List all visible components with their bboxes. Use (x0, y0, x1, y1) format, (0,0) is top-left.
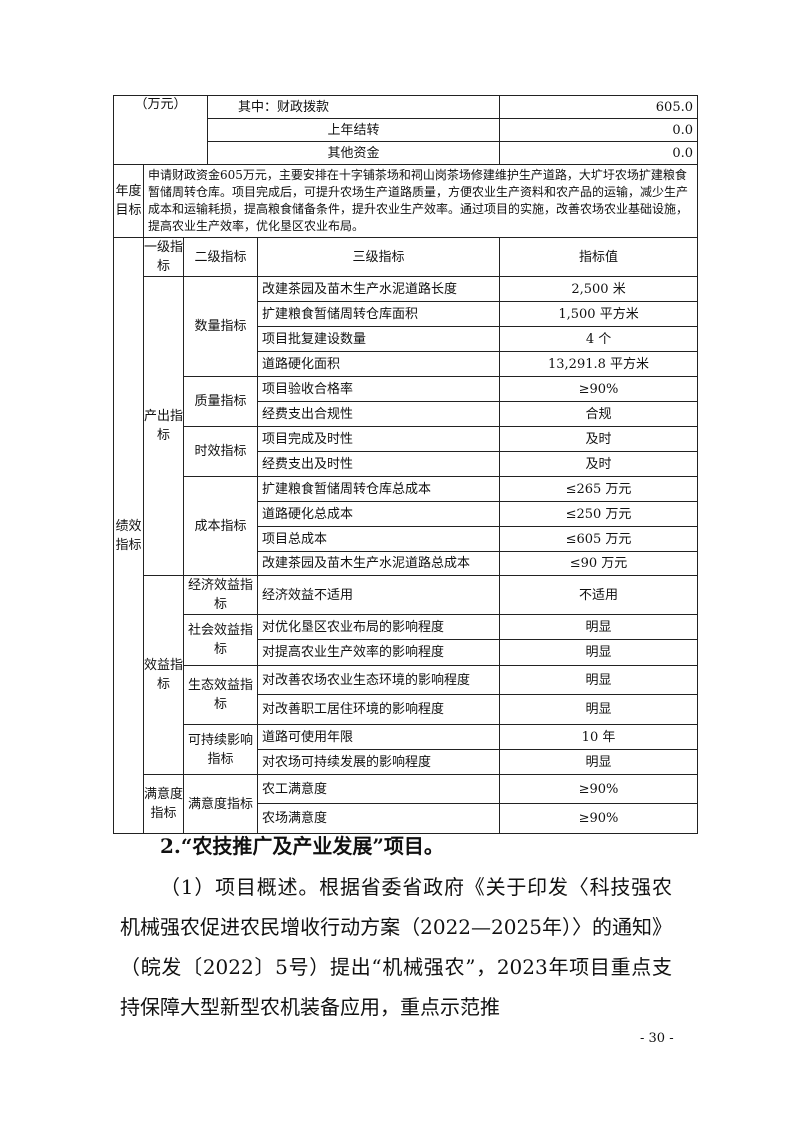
table-row: 产出指标 数量指标 改建茶园及苗木生产水泥道路长度 2,500 米 (114, 276, 699, 576)
indicator-value: ≤265 万元 (498, 476, 699, 502)
level3-indicator: 扩建粮食暂储周转仓库面积 (257, 301, 500, 327)
section-heading: 2.“农技推广及产业发展”项目。 (160, 834, 444, 858)
level3-indicator: 对优化垦区农业布局的影响程度 (257, 614, 500, 640)
table-row: 质量指标 项目验收合格率 ≥90% (114, 376, 699, 427)
table-row: 对农场可持续发展的影响程度 明显 (114, 749, 699, 775)
indicator-value: ≥90% (498, 376, 699, 402)
annual-goal-text: 申请财政资金605万元，主要安排在十字铺茶场和祠山岗茶场修建维护生产道路，大圹圩… (142, 164, 699, 238)
table-row: 道路硬化面积 13,291.8 平方米 (114, 351, 699, 377)
table-row: 对提高农业生产效率的影响程度 明显 (114, 639, 699, 666)
level3-indicator: 道路可使用年限 (257, 724, 500, 750)
indicator-value: 明显 (498, 694, 699, 725)
performance-indicators-label: 绩效指标 (113, 237, 144, 834)
level3-indicator: 经费支出及时性 (257, 451, 500, 477)
level2-indicator: 经济效益指标 (183, 575, 258, 615)
table-row: 可持续影响指标 道路可使用年限 10 年 (114, 724, 699, 775)
level3-indicator: 对农场可持续发展的影响程度 (257, 749, 500, 775)
level2-indicator: 生态效益指标 (183, 665, 258, 725)
indicator-value: 1,500 平方米 (498, 301, 699, 327)
indicator-value: 10 年 (498, 724, 699, 750)
level3-indicator: 经费支出合规性 (257, 401, 500, 427)
budget-label: 其他资金 (207, 141, 500, 165)
level3-indicator: 道路硬化面积 (257, 351, 500, 377)
indicator-value: 明显 (498, 665, 699, 695)
table-row: 社会效益指标 对优化垦区农业布局的影响程度 明显 (114, 614, 699, 666)
budget-value: 0.0 (499, 118, 698, 142)
indicator-value: ≤90 万元 (498, 551, 699, 576)
indicator-value: 2,500 米 (498, 276, 699, 302)
header-level3: 三级指标 (257, 237, 500, 277)
header-row: 绩效指标 一级指标 二级指标 三级指标 指标值 (113, 237, 699, 834)
level1-indicator: 效益指标 (143, 575, 184, 775)
annual-goal-label: 年度目标 (113, 164, 144, 238)
level3-indicator: 项目批复建设数量 (257, 326, 500, 352)
header-level1: 一级指标 (143, 237, 184, 277)
level3-indicator: 农场满意度 (257, 803, 500, 834)
level3-indicator: 农工满意度 (257, 774, 500, 804)
table-row: 经费支出及时性 及时 (114, 451, 699, 477)
indicator-value: ≥90% (498, 803, 699, 834)
indicator-value: ≤250 万元 (498, 501, 699, 527)
level3-indicator: 对改善农场农业生态环境的影响程度 (257, 665, 500, 695)
table-row: 对改善职工居住环境的影响程度 明显 (114, 694, 699, 725)
level3-indicator: 扩建粮食暂储周转仓库总成本 (257, 476, 500, 502)
table-row: 生态效益指标 对改善农场农业生态环境的影响程度 明显 (114, 665, 699, 725)
level2-indicator: 数量指标 (183, 276, 258, 377)
level3-indicator: 对提高农业生产效率的影响程度 (257, 639, 500, 666)
level2-indicator: 成本指标 (183, 476, 258, 576)
body-paragraph: （1）项目概述。根据省委省政府《关于印发〈科技强农机械强农促进农民增收行动方案（… (120, 875, 672, 1019)
indicator-value: 不适用 (498, 575, 699, 615)
level3-indicator: 项目完成及时性 (257, 426, 500, 452)
budget-table: （万元） 其中：财政拨款 605.0 上年结转 0.0 其他资金 0.0 (113, 95, 698, 165)
budget-unit-label: （万元） (113, 95, 208, 165)
budget-value: 605.0 (499, 95, 698, 119)
level1-indicator: 满意度指标 (143, 774, 184, 834)
indicator-value: ≤605 万元 (498, 526, 699, 552)
level2-indicator: 时效指标 (183, 426, 258, 477)
indicator-value: 13,291.8 平方米 (498, 351, 699, 377)
table-row: 扩建粮食暂储周转仓库面积 1,500 平方米 (114, 301, 699, 327)
level2-indicator: 社会效益指标 (183, 614, 258, 666)
level1-indicator: 产出指标 (143, 276, 184, 576)
indicator-value: 及时 (498, 426, 699, 452)
level2-indicator: 质量指标 (183, 376, 258, 427)
level3-indicator: 项目验收合格率 (257, 376, 500, 402)
budget-value: 0.0 (499, 141, 698, 165)
header-level2: 二级指标 (183, 237, 258, 277)
level3-indicator: 项目总成本 (257, 526, 500, 552)
level3-indicator: 改建茶园及苗木生产水泥道路长度 (257, 276, 500, 302)
indicator-value: 明显 (498, 639, 699, 666)
table-row: 满意度指标 满意度指标 农工满意度 ≥90% (114, 774, 699, 834)
table-row: 项目总成本 ≤605 万元 (114, 526, 699, 552)
level3-indicator: 道路硬化总成本 (257, 501, 500, 527)
level3-indicator: 对改善职工居住环境的影响程度 (257, 694, 500, 725)
table-row: 改建茶园及苗木生产水泥道路总成本 ≤90 万元 (114, 551, 699, 576)
header-value: 指标值 (498, 237, 699, 277)
table-row: 农场满意度 ≥90% (114, 803, 699, 834)
annual-goal-row: 年度目标 申请财政资金605万元，主要安排在十字铺茶场和祠山岗茶场修建维护生产道路… (113, 164, 699, 238)
indicator-table: 年度目标 申请财政资金605万元，主要安排在十字铺茶场和祠山岗茶场修建维护生产道路… (113, 164, 699, 834)
indicator-value: 及时 (498, 451, 699, 477)
table-row: 项目批复建设数量 4 个 (114, 326, 699, 352)
level2-indicator: 可持续影响指标 (183, 724, 258, 775)
table-row: 时效指标 项目完成及时性 及时 (114, 426, 699, 477)
table-row: 经费支出合规性 合规 (114, 401, 699, 427)
level3-indicator: 改建茶园及苗木生产水泥道路总成本 (257, 551, 500, 576)
indicator-value: 明显 (498, 614, 699, 640)
budget-label: 其中：财政拨款 (207, 95, 500, 119)
indicator-value: ≥90% (498, 774, 699, 804)
indicator-value: 明显 (498, 749, 699, 775)
indicator-value: 4 个 (498, 326, 699, 352)
table-row: 效益指标 经济效益指标 经济效益不适用 不适用 (114, 575, 699, 775)
budget-label: 上年结转 (207, 118, 500, 142)
level3-indicator: 经济效益不适用 (257, 575, 500, 615)
table-row: 成本指标 扩建粮食暂储周转仓库总成本 ≤265 万元 (114, 476, 699, 576)
page-number: - 30 - (640, 1031, 674, 1046)
level2-indicator: 满意度指标 (183, 774, 258, 834)
table-row: 道路硬化总成本 ≤250 万元 (114, 501, 699, 527)
indicator-value: 合规 (498, 401, 699, 427)
